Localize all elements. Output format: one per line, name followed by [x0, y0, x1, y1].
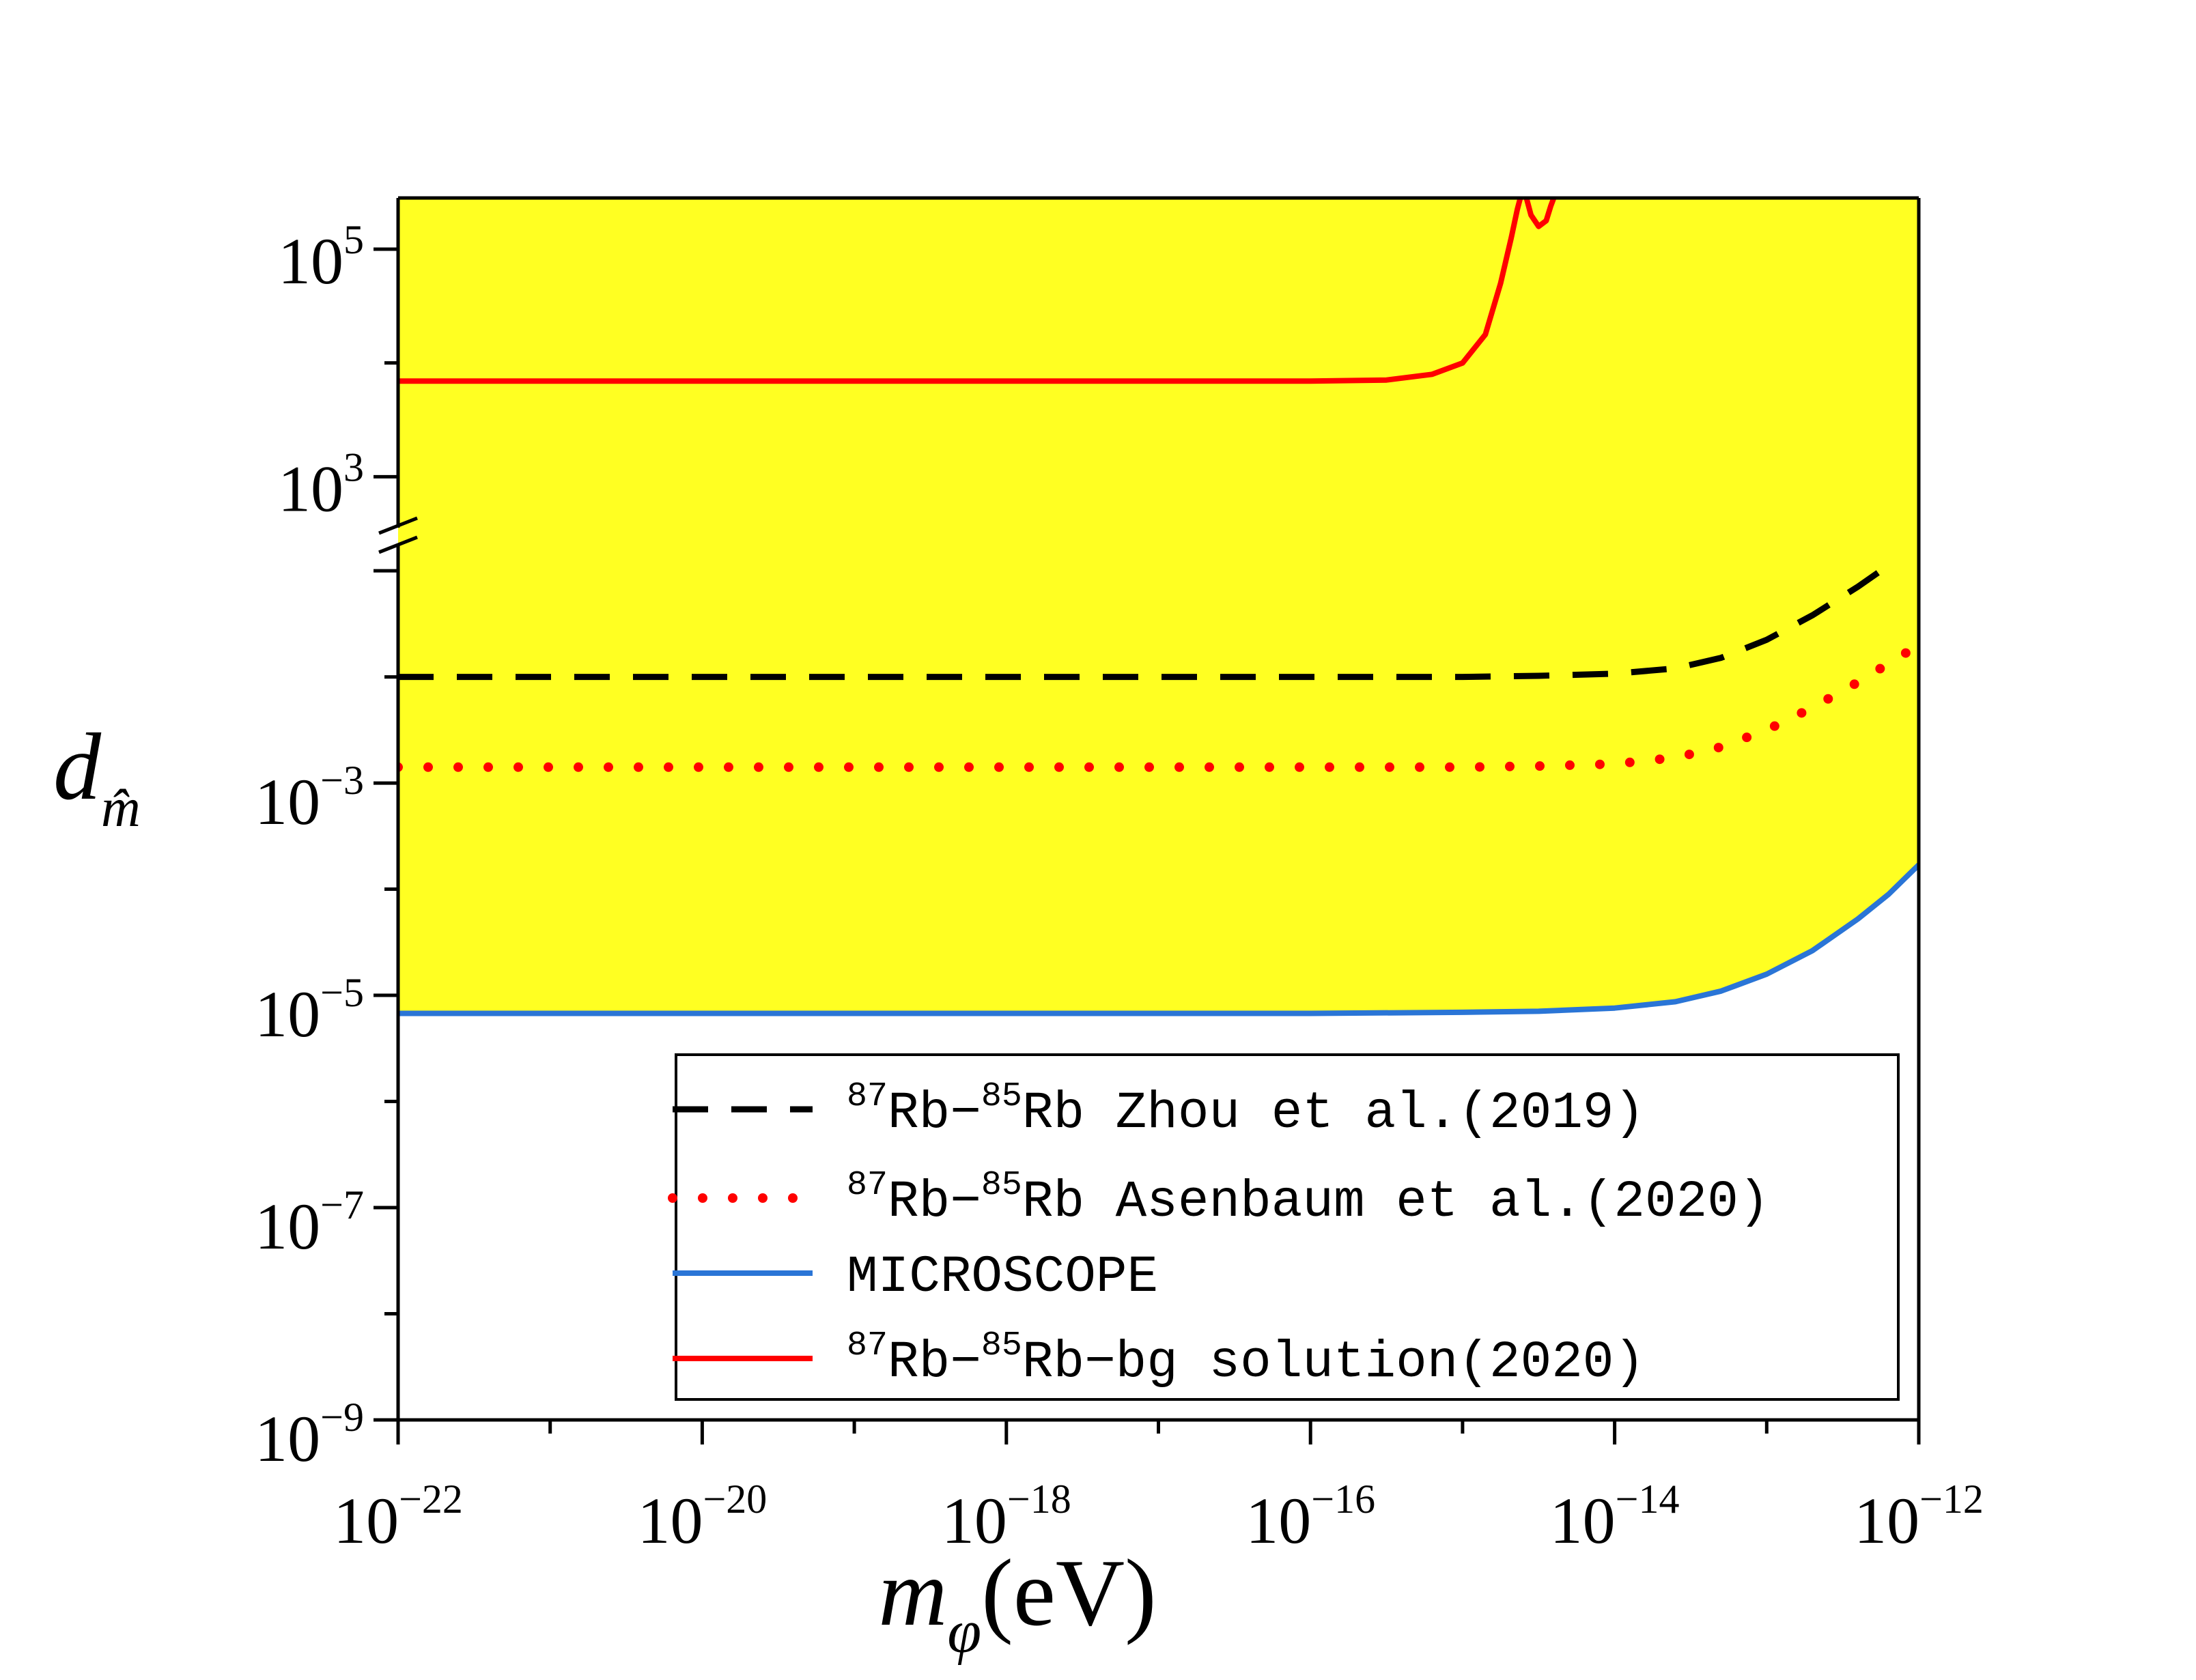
- legend-entry-bg: 87Rb−85Rb−bg solution(2020): [847, 1326, 1645, 1392]
- x-tick-label: 10−14: [1550, 1477, 1680, 1557]
- x-tick-label: 10−16: [1245, 1477, 1375, 1557]
- y-axis-title-sub: m̂: [101, 778, 141, 838]
- series-wiggle-bg: [1523, 198, 1557, 229]
- x-tick-label: 10−22: [333, 1477, 463, 1557]
- axis-break-mark: [378, 516, 418, 535]
- y-tick-label: 10−9: [255, 1395, 364, 1475]
- plot-area: [398, 198, 1919, 1016]
- axes: [374, 196, 1921, 1444]
- excluded-region: [398, 198, 1919, 1014]
- legend: 87Rb−85Rb Zhou et al.(2019) 87Rb−85Rb Ase…: [668, 1053, 1900, 1401]
- legend-entry-asenbaum: 87Rb−85Rb Asenbaum et al.(2020): [847, 1166, 1769, 1231]
- y-tick-label: 10−7: [255, 1182, 364, 1263]
- tick-labels: 10−22 10−20 10−18 10−16 10−14 10−12 10−9 10−7 10…: [255, 217, 1984, 1557]
- y-tick-label: 10−3: [255, 758, 364, 838]
- x-axis-title: mφ(eV): [878, 1540, 1156, 1666]
- legend-entry-microscope: MICROSCOPE: [847, 1248, 1158, 1307]
- series-line-bg: [398, 198, 1523, 384]
- legend-entry-zhou: 87Rb−85Rb Zhou et al.(2019): [847, 1077, 1645, 1143]
- axis-break-mark: [378, 535, 418, 554]
- y-tick-label: 103: [278, 444, 364, 525]
- series-line-zhou: [398, 563, 1891, 681]
- y-axis-title: dm̂: [53, 714, 141, 838]
- x-axis-title-sub: φ: [947, 1598, 981, 1666]
- legend-box: [675, 1053, 1900, 1401]
- x-tick-label: 10−18: [942, 1477, 1071, 1557]
- y-tick-label: 10−5: [255, 970, 364, 1051]
- y-axis-title-main: d: [53, 714, 102, 820]
- x-axis-title-unit: (eV): [981, 1540, 1156, 1646]
- plot-content: [398, 198, 1919, 1016]
- series-line-microscope: [398, 862, 1919, 1016]
- x-axis-title-main: m: [878, 1540, 947, 1646]
- x-tick-label: 10−12: [1854, 1477, 1984, 1557]
- y-tick-label: 105: [278, 217, 364, 298]
- x-tick-label: 10−20: [637, 1477, 767, 1557]
